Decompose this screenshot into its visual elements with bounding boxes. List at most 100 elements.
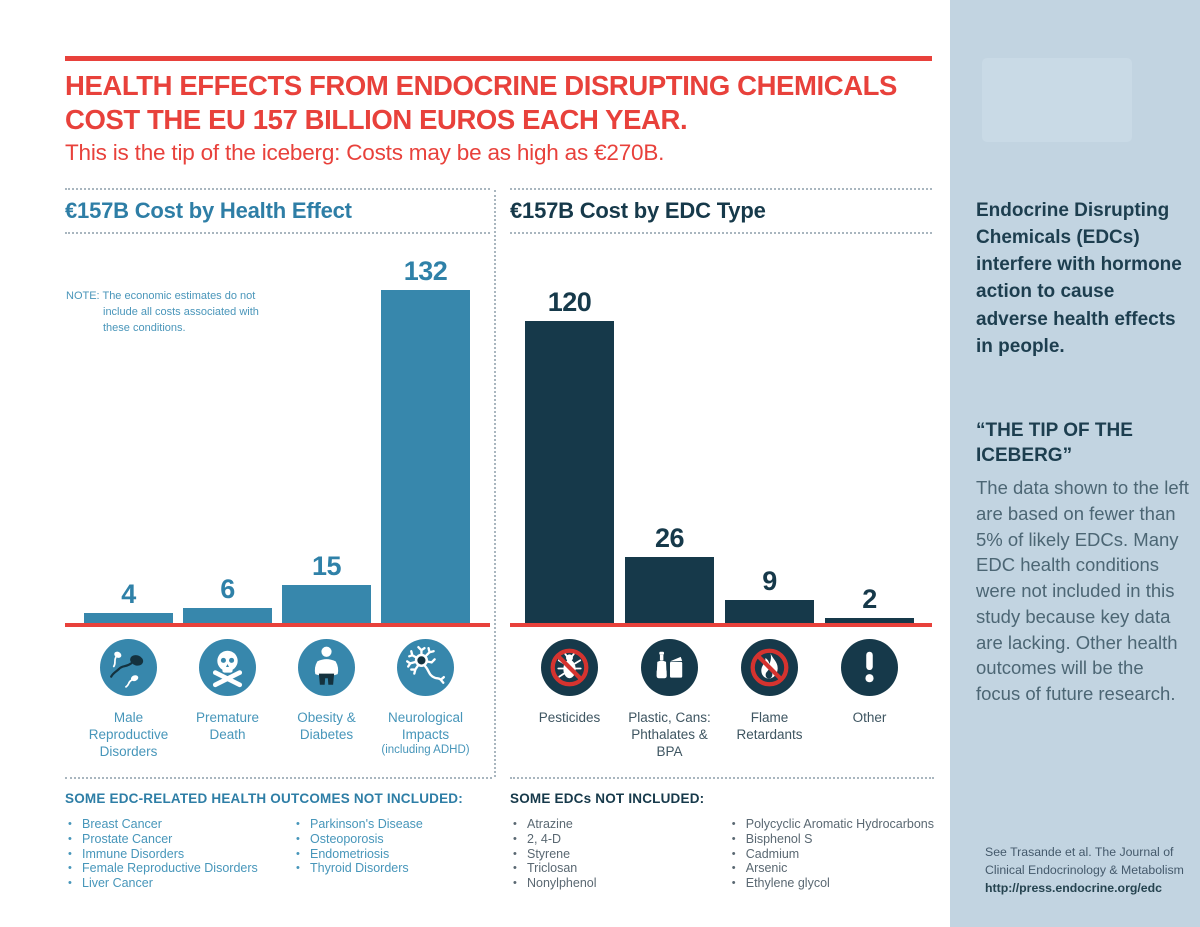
category-column: Obesity & Diabetes — [282, 639, 371, 760]
category-label: Obesity & Diabetes — [277, 709, 376, 743]
bar-column: 2 — [825, 584, 914, 623]
sidebar-intro-text: Endocrine Disrupting Chemicals (EDCs) in… — [976, 200, 1182, 357]
edcs-col1: Atrazine 2, 4-D Styrene Triclosan Nonylp… — [510, 817, 729, 891]
list-item: Thyroid Disorders — [293, 861, 423, 876]
bar-column: 6 — [183, 574, 272, 623]
list-item: Parkinson's Disease — [293, 817, 423, 832]
obesity-icon — [298, 639, 355, 696]
list-item: Atrazine — [510, 817, 729, 832]
chart-note: NOTE: The economic estimates do not incl… — [66, 290, 259, 334]
icon-circle — [199, 639, 256, 696]
bar-premature-death — [183, 608, 272, 623]
category-label-text: Plastic, Cans: Phthalates & BPA — [628, 710, 711, 759]
list-item: Breast Cancer — [65, 817, 293, 832]
tip-of-iceberg-body: The data shown to the left are based on … — [976, 477, 1189, 704]
sidebar: Endocrine Disrupting Chemicals (EDCs) in… — [950, 0, 1200, 927]
icon-circle — [641, 639, 698, 696]
list-item: Immune Disorders — [65, 847, 293, 862]
bar-column: 4 — [84, 579, 173, 623]
category-label-text: Flame Retardants — [736, 710, 803, 742]
icon-circle — [397, 639, 454, 696]
sidebar-tip-block: “THE TIP OF THE ICEBERG” The data shown … — [976, 419, 1190, 707]
bar-value: 132 — [403, 256, 448, 286]
list-item: Female Reproductive Disorders — [65, 861, 293, 876]
edcs-not-included-lists: Atrazine 2, 4-D Styrene Triclosan Nonylp… — [510, 817, 934, 891]
bar-column: 26 — [625, 523, 714, 623]
bar-column: 132 — [381, 256, 470, 623]
bar-plastics — [625, 557, 714, 623]
left-icons-row: Male Reproductive Disorders — [65, 639, 470, 760]
category-label: Neurological Impacts (including ADHD) — [376, 709, 475, 757]
page-title: HEALTH EFFECTS FROM ENDOCRINE DISRUPTING… — [65, 69, 897, 137]
page-title-line-2: COST THE EU 157 BILLION EUROS EACH YEAR. — [65, 104, 688, 135]
icon-circle — [100, 639, 157, 696]
neuron-icon — [397, 639, 454, 696]
category-label-text: Premature Death — [195, 710, 260, 742]
bar-value: 26 — [654, 523, 685, 553]
category-column: Pesticides — [525, 639, 614, 760]
bar-value: 9 — [762, 566, 777, 596]
icon-circle — [298, 639, 355, 696]
icon-circle — [741, 639, 798, 696]
category-sublabel: (including ADHD) — [381, 744, 470, 756]
left-chart-baseline — [65, 623, 490, 627]
health-outcomes-col1: Breast Cancer Prostate Cancer Immune Dis… — [65, 817, 293, 891]
bar-pesticides — [525, 321, 614, 623]
edcs-not-included-section: SOME EDCs NOT INCLUDED: Atrazine 2, 4-D … — [510, 777, 934, 891]
category-label-text: Pesticides — [538, 710, 601, 725]
category-label: Pesticides — [520, 709, 619, 726]
bar-other — [825, 618, 914, 623]
edcs-col2: Polycyclic Aromatic Hydrocarbons Bisphen… — [729, 817, 934, 891]
citation: See Trasande et al. The Journal of Clini… — [985, 844, 1197, 897]
list-item: Cadmium — [729, 847, 934, 862]
bar-neurological — [381, 290, 470, 623]
bar-value: 6 — [220, 574, 235, 604]
list-item: Triclosan — [510, 861, 729, 876]
right-chart-bars: 120 26 9 2 — [510, 232, 932, 623]
no-pesticides-icon — [541, 639, 598, 696]
list-item: Liver Cancer — [65, 876, 293, 891]
citation-url[interactable]: http://press.endocrine.org/edc — [985, 880, 1162, 895]
list-item: Nonylphenol — [510, 876, 729, 891]
bar-obesity-diabetes — [282, 585, 371, 623]
bar-value: 15 — [311, 551, 342, 581]
page-subtitle: This is the tip of the iceberg: Costs ma… — [65, 140, 665, 165]
icon-circle — [841, 639, 898, 696]
category-column: Premature Death — [183, 639, 272, 760]
sperm-icon — [100, 639, 157, 696]
bar-flame-retardants — [725, 600, 814, 623]
category-label: Flame Retardants — [720, 709, 819, 743]
right-icons-row: Pesticides Plastic, Cans: Phthalates & B… — [510, 639, 914, 760]
edcs-not-included-header: SOME EDCs NOT INCLUDED: — [510, 791, 705, 806]
no-flame-icon — [741, 639, 798, 696]
health-outcomes-col2: Parkinson's Disease Osteoporosis Endomet… — [293, 817, 423, 891]
category-label-text: Neurological Impacts — [387, 710, 464, 742]
bar-value: 4 — [121, 579, 136, 609]
left-chart-bars: 4 6 15 132 — [65, 232, 490, 623]
bar-male-reproductive — [84, 613, 173, 623]
bar-value: 2 — [862, 584, 877, 614]
health-outcomes-section: SOME EDC-RELATED HEALTH OUTCOMES NOT INC… — [65, 777, 492, 891]
plastic-can-icon — [641, 639, 698, 696]
tip-of-iceberg-title: “THE TIP OF THE ICEBERG” — [976, 420, 1133, 466]
category-label: Plastic, Cans: Phthalates & BPA — [620, 709, 719, 760]
list-item: Ethylene glycol — [729, 876, 934, 891]
category-label-text: Obesity & Diabetes — [297, 710, 356, 742]
category-column: Flame Retardants — [725, 639, 814, 760]
skull-crossbones-icon — [199, 639, 256, 696]
health-outcomes-lists: Breast Cancer Prostate Cancer Immune Dis… — [65, 817, 492, 891]
right-chart-title: €157B Cost by EDC Type — [510, 188, 932, 234]
bar-column: 120 — [525, 287, 614, 623]
category-column: Plastic, Cans: Phthalates & BPA — [625, 639, 714, 760]
list-item: Osteoporosis — [293, 832, 423, 847]
list-item: 2, 4-D — [510, 832, 729, 847]
category-column: Neurological Impacts (including ADHD) — [381, 639, 470, 760]
watermark-logo — [982, 58, 1132, 142]
list-item: Styrene — [510, 847, 729, 862]
citation-text: See Trasande et al. The Journal of Clini… — [985, 845, 1184, 877]
icon-circle — [541, 639, 598, 696]
health-outcomes-header: SOME EDC-RELATED HEALTH OUTCOMES NOT INC… — [65, 791, 463, 806]
exclamation-icon — [841, 639, 898, 696]
list-item: Bisphenol S — [729, 832, 934, 847]
list-item: Endometriosis — [293, 847, 423, 862]
